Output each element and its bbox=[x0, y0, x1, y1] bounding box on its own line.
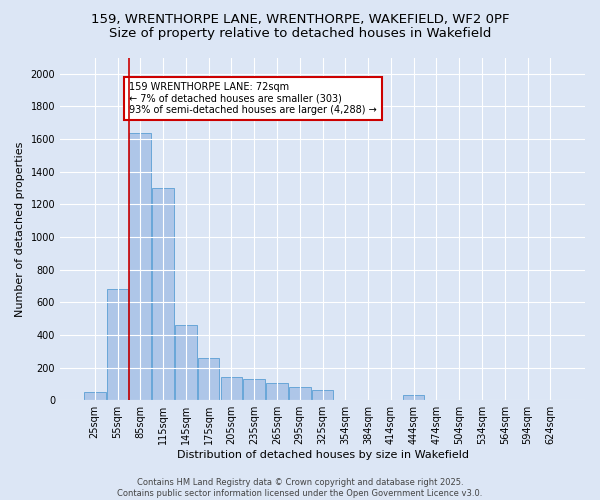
Bar bbox=[289, 387, 311, 400]
Bar bbox=[266, 383, 288, 400]
Bar bbox=[175, 325, 197, 400]
Bar bbox=[130, 132, 151, 400]
Text: 159, WRENTHORPE LANE, WRENTHORPE, WAKEFIELD, WF2 0PF: 159, WRENTHORPE LANE, WRENTHORPE, WAKEFI… bbox=[91, 12, 509, 26]
Bar bbox=[312, 390, 334, 400]
X-axis label: Distribution of detached houses by size in Wakefield: Distribution of detached houses by size … bbox=[176, 450, 469, 460]
Bar bbox=[244, 379, 265, 400]
Text: 159 WRENTHORPE LANE: 72sqm
← 7% of detached houses are smaller (303)
93% of semi: 159 WRENTHORPE LANE: 72sqm ← 7% of detac… bbox=[129, 82, 377, 115]
Bar bbox=[152, 188, 174, 400]
Text: Size of property relative to detached houses in Wakefield: Size of property relative to detached ho… bbox=[109, 28, 491, 40]
Bar bbox=[84, 392, 106, 400]
Bar bbox=[198, 358, 220, 400]
Bar bbox=[221, 376, 242, 400]
Bar bbox=[403, 396, 424, 400]
Y-axis label: Number of detached properties: Number of detached properties bbox=[15, 141, 25, 316]
Text: Contains HM Land Registry data © Crown copyright and database right 2025.
Contai: Contains HM Land Registry data © Crown c… bbox=[118, 478, 482, 498]
Bar bbox=[107, 289, 128, 400]
